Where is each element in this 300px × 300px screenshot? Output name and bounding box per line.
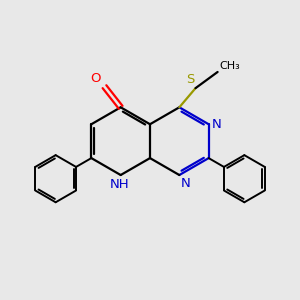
- Text: CH₃: CH₃: [219, 61, 240, 71]
- Text: O: O: [90, 72, 101, 85]
- Text: S: S: [186, 73, 194, 86]
- Text: N: N: [181, 177, 190, 190]
- Text: NH: NH: [110, 178, 129, 191]
- Text: N: N: [212, 118, 222, 131]
